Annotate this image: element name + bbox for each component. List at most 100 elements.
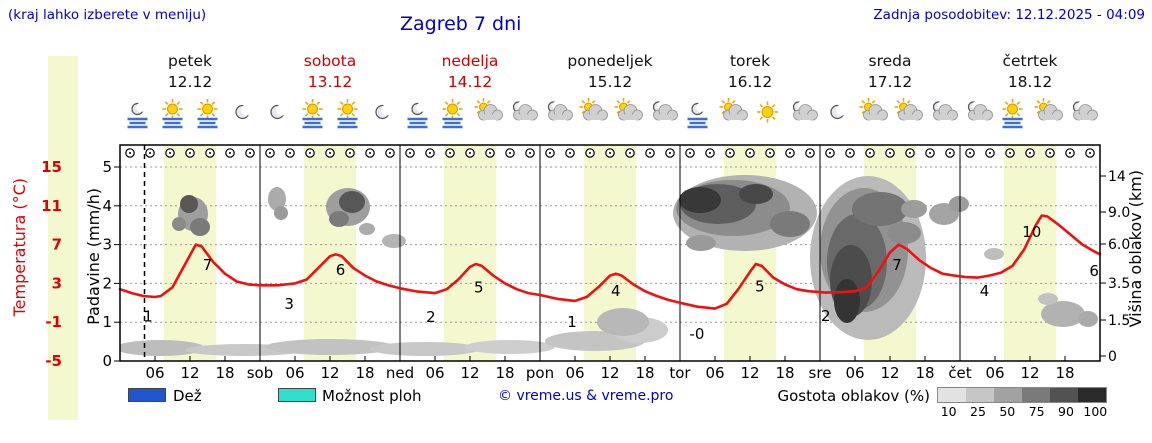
cloud-layer (120, 175, 1098, 356)
wind-calm-icon (625, 148, 635, 158)
day-date-sreda: 17.12 (867, 73, 913, 91)
wind-calm-icon (305, 148, 315, 158)
temp-point-label: 5 (755, 277, 765, 295)
weather-icon-sun-fog (197, 99, 218, 129)
weather-icon-cloud-moon (512, 101, 538, 121)
wind-calm-icon (1085, 148, 1095, 158)
cloud-scale-label: 75 (1028, 404, 1045, 419)
x-tick-label: 18 (635, 364, 654, 382)
wind-calm-icon (745, 148, 755, 158)
weather-icon-cloud-sun (579, 98, 608, 121)
cloud-blob (852, 192, 908, 226)
cloud-blob (949, 196, 969, 212)
day-name-ponedeljek: ponedeljek (567, 52, 653, 70)
weather-icon-sun-fog (1002, 99, 1023, 129)
x-tick-label: 06 (565, 364, 584, 382)
weather-icon-moon (830, 104, 848, 120)
wind-calm-icon (405, 148, 415, 158)
temp-point-label: 10 (1022, 223, 1041, 241)
left-strip (48, 56, 78, 420)
credit-link[interactable]: © vreme.us & vreme.pro (498, 388, 674, 404)
weather-icon-sun-fog (337, 99, 358, 129)
temp-point-label: 6 (336, 261, 346, 279)
wind-calm-icon (365, 148, 375, 158)
cloud-blob (984, 248, 1004, 260)
weather-icon-sun-cloud (474, 98, 503, 121)
cloud-blob (274, 206, 288, 220)
wind-calm-icon (485, 148, 495, 158)
cloud-blob (329, 211, 349, 227)
cloud-tick-label: 6.0 (1108, 237, 1130, 253)
weather-icon-sun-fog (442, 99, 463, 129)
wind-calm-icon (325, 148, 335, 158)
wind-calm-icon (805, 148, 815, 158)
cloud-blob (180, 195, 198, 213)
cloud-blob (359, 223, 375, 235)
weather-icon-moon-cloud (1072, 101, 1098, 121)
wind-calm-icon (225, 148, 235, 158)
weather-icon-moon (270, 104, 288, 120)
cloud-blob (265, 339, 395, 355)
day-date-nedelja: 14.12 (447, 73, 493, 91)
cloud-scale-segment (1078, 388, 1106, 402)
cloud-scale-label: 90 (1058, 404, 1074, 419)
wind-calm-icon (525, 148, 535, 158)
weather-icon-cloud-sun (1034, 98, 1063, 121)
temp-tick-label: -5 (45, 352, 62, 370)
wind-calm-icon (445, 148, 455, 158)
cloud-scale-label: 50 (999, 404, 1016, 419)
wind-calm-icon (705, 148, 715, 158)
cloud-scale-tick-labels: 10 25 50 75 90 100 (934, 404, 1110, 419)
wind-calm-icon (125, 148, 135, 158)
x-tick-label: 18 (1055, 364, 1074, 382)
wind-calm-icon (465, 148, 475, 158)
x-tick-label: 18 (355, 364, 374, 382)
temp-point-label: 3 (284, 295, 294, 313)
x-tick-label: pon (526, 364, 554, 382)
day-date-ponedeljek: 15.12 (587, 73, 633, 91)
wind-calm-icon (205, 148, 215, 158)
cloud-blob (172, 217, 186, 231)
wind-calm-icon (165, 148, 175, 158)
wind-calm-icon (505, 148, 515, 158)
weather-icon-moon-fog (687, 102, 708, 129)
cloud-tick-label: 14 (1108, 169, 1126, 185)
precip-tick-label: 4 (102, 197, 112, 215)
cloud-blob (770, 211, 810, 237)
temp-point-label: 7 (892, 256, 902, 274)
temp-point-label: 1 (143, 307, 153, 325)
cloud-tick-label: 0 (1108, 349, 1117, 365)
wind-calm-icon (285, 148, 295, 158)
weather-icon-sun-cloud (894, 98, 923, 121)
wind-calm-icon (345, 148, 355, 158)
cloud-scale-label: 25 (970, 404, 986, 419)
wind-calm-icon (245, 148, 255, 158)
temp-point-label: 4 (980, 282, 990, 300)
day-name-sreda: sreda (868, 52, 912, 70)
cloud-blob (739, 184, 773, 204)
weather-icon-sun-fog (162, 99, 183, 129)
x-tick-label: sre (809, 364, 832, 382)
cloud-tick-label: 3.5 (1108, 276, 1130, 292)
wind-calm-icon (925, 148, 935, 158)
day-name-petek: petek (168, 52, 212, 70)
precip-tick-label: 5 (102, 158, 112, 176)
wind-calm-icon (1025, 148, 1035, 158)
day-name-sobota: sobota (303, 52, 357, 70)
wind-calm-icon (605, 148, 615, 158)
wind-calm-icon (965, 148, 975, 158)
cloud-scale-bar (937, 387, 1107, 403)
wind-calm-icon (385, 148, 395, 158)
showers-legend-swatch (278, 388, 316, 402)
weather-icon-sun-cloud (614, 98, 643, 121)
day-date-petek: 12.12 (167, 73, 213, 91)
temp-point-label: 4 (611, 282, 621, 300)
last-update: Zadnja posodobitev: 12.12.2025 - 04:09 (873, 7, 1145, 23)
precipitation-axis-title: Padavine (mm/h) (84, 188, 103, 325)
wind-calm-icon (585, 148, 595, 158)
cloud-blob (1078, 311, 1098, 327)
daylight-band (1003, 145, 1057, 361)
weather-icon-moon-cloud (652, 101, 678, 121)
